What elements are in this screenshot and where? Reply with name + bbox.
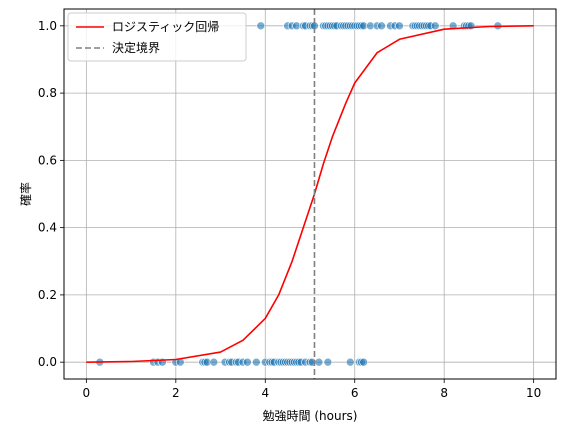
y-axis-label: 確率 xyxy=(18,182,33,206)
scatter-point xyxy=(345,357,355,367)
y-tick-label: 0.0 xyxy=(38,355,57,369)
legend-label-logistic: ロジスティック回帰 xyxy=(112,20,219,34)
x-tick-label: 6 xyxy=(351,386,359,400)
scatter-points-layer xyxy=(95,21,503,367)
scatter-point xyxy=(252,357,261,367)
x-tick-label: 8 xyxy=(440,386,448,400)
logistic-curve xyxy=(86,25,534,363)
scatter-point xyxy=(395,21,404,31)
scatter-point xyxy=(323,357,333,367)
legend-label-decision-boundary: 決定境界 xyxy=(112,40,160,55)
scatter-point xyxy=(466,21,476,31)
legend-box xyxy=(67,12,247,62)
x-tick-label: 10 xyxy=(526,386,541,400)
tick-layer: 0 2 4 6 8 10 0.0 0.2 0.4 0.6 0.8 1.0 xyxy=(38,19,541,400)
logistic-curve-layer xyxy=(86,25,534,363)
y-tick-label: 0.8 xyxy=(38,86,57,100)
scatter-point xyxy=(243,357,252,367)
scatter-point xyxy=(430,21,440,31)
y-tick-label: 0.2 xyxy=(38,288,57,302)
x-axis-label: 勉強時間 (hours) xyxy=(263,409,358,423)
grid-layer xyxy=(64,9,556,379)
x-tick-label: 0 xyxy=(83,386,91,400)
scatter-point xyxy=(256,21,266,31)
scatter-point xyxy=(377,21,386,31)
y-tick-label: 0.4 xyxy=(38,221,57,235)
legend: ロジスティック回帰 決定境界 xyxy=(67,12,247,62)
plot-frame xyxy=(63,8,557,380)
y-tick-label: 0.6 xyxy=(38,153,57,167)
scatter-point xyxy=(359,357,368,367)
scatter-point xyxy=(209,357,219,367)
x-tick-label: 2 xyxy=(172,386,180,400)
y-tick-label: 1.0 xyxy=(38,19,57,33)
scatter-point xyxy=(314,357,324,367)
x-tick-label: 4 xyxy=(261,386,269,400)
